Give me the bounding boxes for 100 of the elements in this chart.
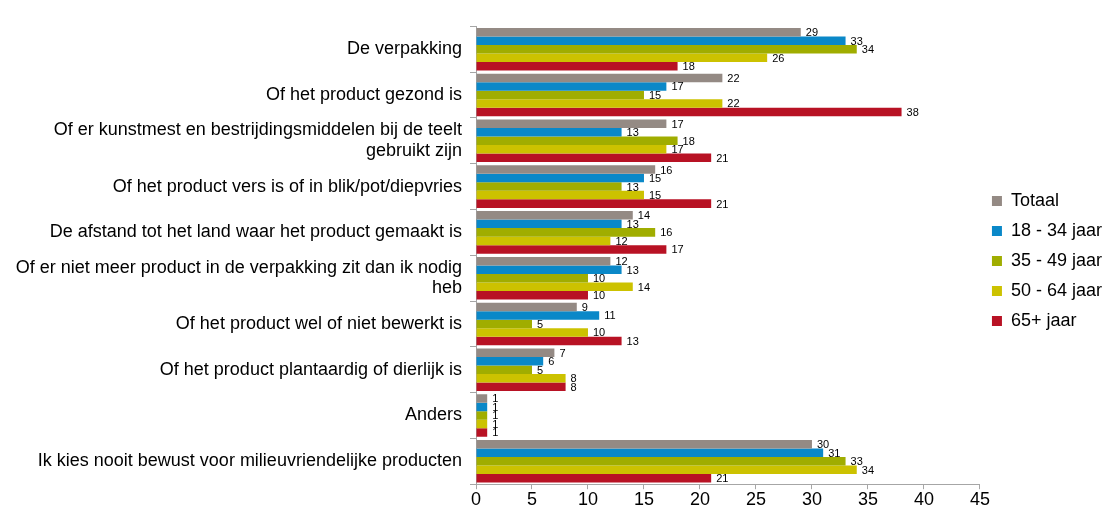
data-label: 16	[660, 163, 673, 176]
bar	[476, 136, 678, 146]
bar	[476, 273, 588, 283]
bar	[476, 394, 488, 403]
data-label: 15	[648, 189, 662, 202]
data-label: 1	[492, 409, 499, 422]
x-tick-label: 30	[801, 489, 822, 510]
data-label: 21	[716, 197, 729, 210]
data-label: 10	[592, 289, 606, 302]
legend-label: Totaal	[1010, 189, 1059, 210]
bar	[476, 474, 712, 483]
bar	[476, 328, 588, 337]
bar	[476, 319, 532, 329]
bar	[476, 145, 667, 154]
data-label: 15	[648, 88, 662, 101]
data-label: 13	[626, 180, 639, 193]
bar	[476, 199, 712, 208]
y-tick-label: Of het product gezond is	[265, 84, 462, 104]
data-label: 26	[772, 51, 785, 64]
data-label: 14	[637, 209, 651, 222]
legend-label: 18 - 34 jaar	[1010, 219, 1103, 240]
bar	[476, 128, 622, 137]
y-tick-label: Of er niet meer product in de verpakking zit dan ik nodig heb	[15, 256, 462, 298]
bar	[476, 27, 801, 37]
y-tick-label: Ik kies nooit bewust voor milieuvriendelijke producten	[37, 450, 462, 471]
bar	[476, 290, 588, 300]
data-label: 34	[861, 43, 875, 56]
data-label: 8	[570, 372, 577, 385]
bar	[476, 282, 633, 291]
bar	[476, 302, 577, 312]
x-tick-label: 20	[689, 489, 710, 510]
data-label: 33	[850, 34, 863, 47]
bar	[476, 457, 846, 466]
x-tick-label: 35	[857, 489, 878, 510]
data-label: 17	[671, 243, 684, 256]
data-label: 21	[716, 151, 729, 164]
bar	[476, 44, 857, 54]
data-label: 30	[816, 438, 830, 451]
data-label: 12	[615, 234, 628, 247]
data-label: 18	[682, 134, 695, 147]
bar	[476, 245, 667, 254]
y-tick-label: Of het product wel of niet bewerkt is	[175, 312, 462, 333]
y-tick-label: Of er kunstmest en bestrijdingsmiddelen bij de teelt gebruikt zijn	[53, 119, 462, 161]
bar	[476, 62, 678, 71]
data-label: 22	[727, 71, 740, 84]
bar	[476, 256, 611, 266]
bar	[476, 428, 488, 437]
data-label: 6	[548, 355, 555, 368]
bar	[476, 36, 846, 45]
data-label: 17	[671, 143, 684, 156]
data-label: 13	[626, 334, 639, 347]
bar	[476, 90, 644, 100]
data-label: 10	[592, 326, 606, 339]
data-label: 5	[536, 317, 544, 330]
y-tick-label: Anders	[404, 404, 462, 425]
bar	[476, 265, 622, 274]
data-label: 38	[906, 106, 919, 118]
bar	[476, 365, 532, 374]
bar	[476, 82, 667, 91]
x-tick-label: 45	[969, 489, 990, 510]
data-label: 22	[727, 97, 740, 110]
data-label: 15	[648, 172, 662, 185]
x-tick-label: 15	[633, 489, 654, 510]
y-tick-label: Of het product plantaardig of dierlijk is	[159, 358, 462, 379]
data-label: 34	[861, 463, 875, 476]
bar	[476, 190, 644, 200]
data-label: 17	[671, 117, 684, 130]
bar	[476, 348, 555, 357]
data-label: 21	[716, 472, 729, 485]
bar	[476, 73, 723, 83]
x-tick-label: 25	[745, 489, 766, 510]
x-tick-label: 5	[526, 489, 537, 510]
data-label: 14	[637, 280, 651, 293]
bar	[476, 107, 902, 117]
data-label: 1	[492, 426, 499, 439]
x-tick-label: 40	[913, 489, 934, 510]
data-label: 16	[660, 226, 673, 239]
data-label: 9	[581, 300, 588, 313]
y-tick-label: De verpakking	[346, 38, 462, 59]
y-tick-label: De afstand tot het land waar het product gemaakt is	[49, 221, 462, 242]
legend-label: 65+ jaar	[1010, 309, 1077, 330]
bar	[476, 440, 812, 449]
data-label: 13	[626, 126, 639, 139]
bar	[476, 382, 566, 392]
data-label: 11	[604, 309, 616, 322]
bar	[476, 173, 644, 183]
bar	[476, 465, 857, 475]
data-label: 12	[615, 255, 628, 268]
bar	[476, 411, 488, 420]
bar	[476, 99, 723, 108]
bar	[476, 165, 656, 174]
bar	[476, 153, 712, 163]
legend-label: 50 - 64 jaar	[1010, 279, 1103, 300]
data-label: 17	[671, 80, 684, 93]
bar	[476, 448, 824, 458]
bar	[476, 53, 768, 63]
data-label: 10	[592, 272, 606, 285]
y-tick-label: Of het product vers is of in blik/pot/diepvries	[112, 175, 462, 196]
bar	[476, 211, 633, 220]
bar	[476, 182, 622, 191]
